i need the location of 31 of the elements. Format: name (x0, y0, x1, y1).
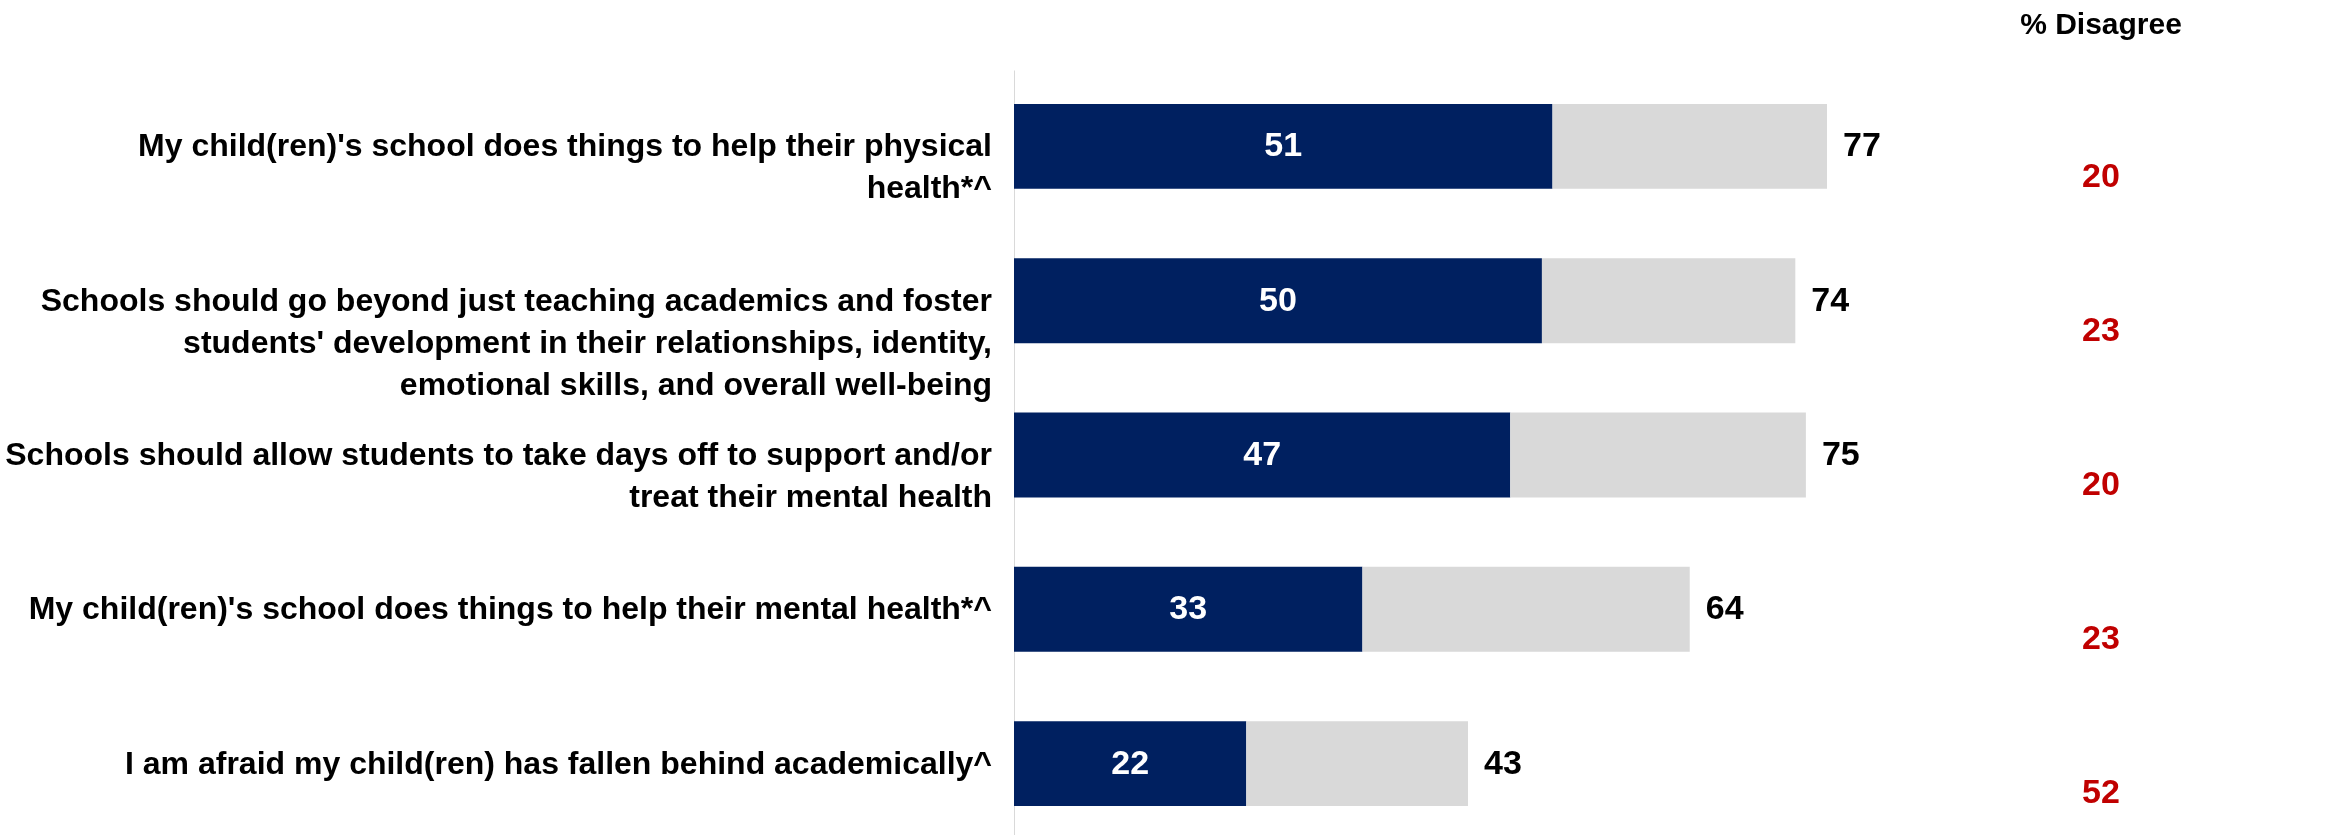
text: 52 (2082, 772, 2120, 810)
total-label: 77 (1843, 125, 1881, 164)
text: 23 (2082, 618, 2120, 656)
bar (1014, 566, 1363, 652)
y-tick-label: My child(ren)'s school does things to help their physical health*^ (138, 127, 992, 206)
y-tick-label: Schools should go beyond just teaching academics and foster students' development in their relationships, identity, emotional skills, and overall well-being (40, 281, 992, 402)
data-label: 22 (1111, 742, 1150, 781)
text: 20 (2082, 156, 2120, 194)
total-label: 64 (1705, 588, 1744, 627)
text: 23 (2082, 310, 2120, 348)
text: % Disagree (2020, 7, 2182, 40)
data-label: 33 (1169, 588, 1208, 627)
total-label: 75 (1821, 434, 1860, 472)
data-label: 50 (1259, 279, 1297, 318)
y-tick-label: I am afraid my child(ren) has fallen behind academically^ (125, 744, 992, 781)
total-label: 74 (1811, 279, 1850, 318)
bar (1014, 258, 1542, 344)
bar (1014, 103, 1553, 189)
bar (1541, 258, 1796, 344)
y-tick-label: Schools should allow students to take days off to support and/or treat their mental health (5, 436, 992, 514)
y-tick-label: My child(ren)'s school does things to help their mental health*^ (28, 590, 992, 627)
data-label: 47 (1243, 434, 1282, 472)
bar (1014, 721, 1247, 807)
bar (1552, 103, 1827, 189)
bar (1014, 412, 1511, 498)
bar (1246, 721, 1469, 807)
total-label: 43 (1484, 742, 1522, 781)
bar (1510, 412, 1806, 498)
bar (1362, 566, 1690, 652)
text: 20 (2082, 464, 2120, 502)
data-label: 51 (1264, 125, 1303, 164)
